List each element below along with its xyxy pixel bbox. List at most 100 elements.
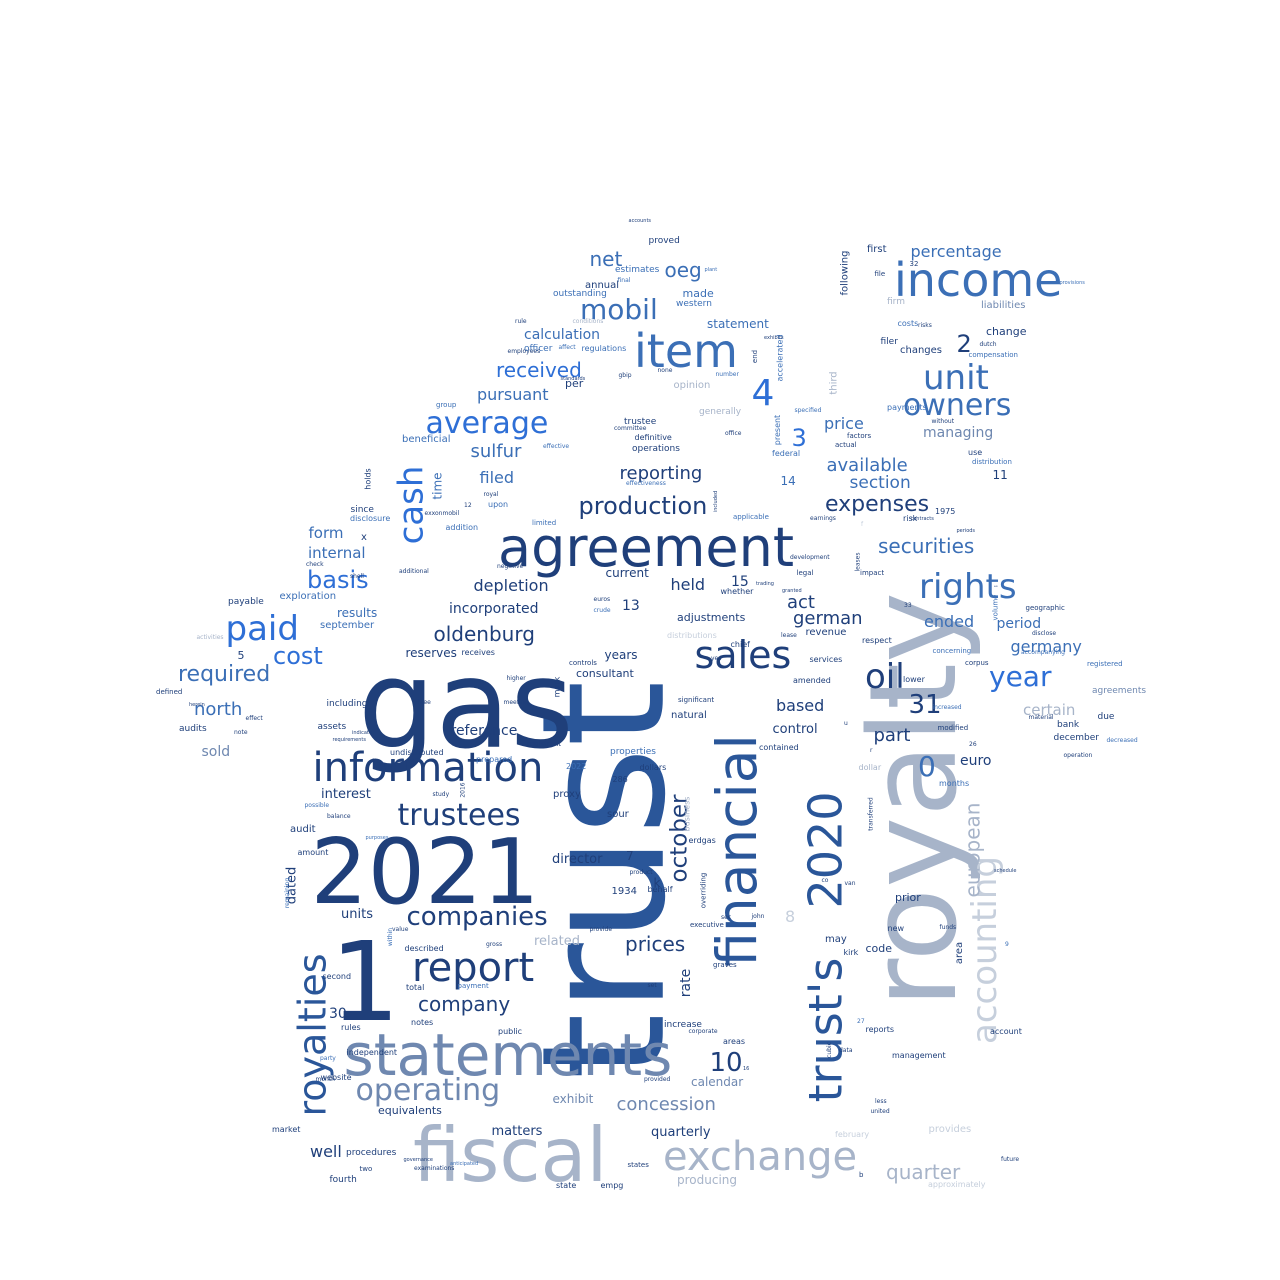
cloud-word: development: [790, 554, 830, 561]
cloud-word: crude: [593, 607, 611, 614]
cloud-word: website: [320, 1073, 352, 1082]
cloud-word: prior: [895, 890, 921, 904]
cloud-word: cost: [273, 642, 323, 670]
cloud-word: exchange: [663, 1134, 858, 1180]
cloud-word: reports: [865, 1025, 895, 1034]
cloud-word: rate: [678, 968, 695, 998]
cloud-word: oil: [865, 657, 905, 697]
cloud-word: director: [552, 851, 603, 867]
cloud-word: accelerated: [775, 334, 785, 382]
cloud-word: number: [715, 371, 739, 378]
cloud-word: 1: [330, 918, 400, 1046]
cloud-word: related: [534, 933, 580, 949]
cloud-word: may: [825, 934, 847, 945]
cloud-word: requirements: [332, 736, 366, 743]
cloud-word: 11: [992, 468, 1008, 482]
cloud-word: note: [234, 729, 248, 736]
cloud-word: exhibit: [552, 1092, 594, 1106]
cloud-word: 4: [751, 373, 775, 414]
cloud-word: 2020: [798, 791, 853, 909]
cloud-word: fiscal: [413, 1110, 608, 1199]
cloud-word: audits: [179, 723, 207, 734]
cloud-word: trustees: [397, 798, 521, 833]
cloud-word: provided: [644, 1076, 671, 1083]
cloud-word: part: [873, 725, 911, 746]
cloud-word: market: [272, 1125, 301, 1134]
cloud-word: office: [725, 430, 742, 437]
cloud-word: western: [676, 298, 712, 309]
cloud-word: two: [359, 1164, 373, 1173]
cloud-word: provide: [589, 926, 613, 933]
cloud-word: ended: [924, 612, 975, 631]
cloud-word: code: [865, 941, 893, 955]
cloud-word: incorporated: [449, 601, 539, 617]
cloud-word: final: [617, 277, 631, 284]
cloud-word: february: [835, 1130, 870, 1139]
cloud-word: k: [653, 876, 661, 890]
cloud-word: first: [867, 244, 887, 255]
cloud-word: income: [894, 253, 1063, 307]
cloud-word: purposes: [365, 834, 389, 841]
cloud-word: gbip: [618, 372, 632, 379]
cloud-word: value: [392, 926, 409, 933]
cloud-word: activities: [196, 634, 224, 641]
cloud-word: required: [178, 662, 271, 687]
cloud-word: filed: [479, 468, 515, 487]
cloud-word: herein: [189, 701, 205, 708]
cloud-word: contained: [759, 743, 799, 752]
cloud-word: cubic: [825, 1042, 833, 1058]
cloud-word: dollar: [858, 763, 882, 772]
cloud-word: 2: [956, 330, 972, 358]
cloud-word: average: [425, 406, 549, 441]
cloud-word: due: [1097, 711, 1115, 722]
cloud-word: payable: [228, 596, 264, 607]
cloud-word: corpus: [965, 658, 989, 667]
cloud-word: percentage: [910, 242, 1002, 261]
cloud-word: 1975: [935, 507, 956, 516]
cloud-word: governance: [403, 1156, 433, 1163]
cloud-word: control: [772, 721, 818, 737]
cloud-word: specified: [794, 407, 822, 414]
cloud-word: volume: [991, 594, 1000, 620]
cloud-word: john: [751, 913, 765, 920]
cloud-word: 26: [969, 741, 977, 748]
cloud-word: described: [404, 944, 444, 953]
cloud-word: additional: [399, 568, 429, 575]
cloud-word: oldenburg: [433, 622, 535, 646]
cloud-word: 27: [857, 1018, 865, 1025]
cloud-word: paid: [225, 609, 299, 649]
cloud-word: amended: [793, 676, 831, 685]
cloud-word: firm: [887, 296, 905, 307]
cloud-word: definitive: [634, 433, 672, 442]
cloud-word: lease: [781, 632, 797, 639]
cloud-word: none: [657, 367, 673, 374]
cloud-word: expenses: [825, 492, 930, 517]
cloud-word: agreement: [498, 516, 795, 579]
cloud-word: natural: [671, 710, 707, 721]
cloud-word: regulations: [581, 344, 627, 353]
cloud-word: sold: [201, 744, 231, 760]
cloud-word: addition: [445, 523, 479, 532]
cloud-word: september: [320, 620, 375, 631]
cloud-word: study: [432, 791, 450, 798]
cloud-word: effectiveness: [626, 480, 666, 487]
cloud-word: leases: [853, 552, 861, 572]
cloud-word: operating: [355, 1073, 501, 1108]
cloud-word: exhibits: [764, 334, 784, 341]
cloud-word: germany: [1010, 637, 1082, 656]
cloud-word: holds: [363, 468, 373, 490]
cloud-word: funds: [939, 924, 957, 931]
cloud-word: 9: [1005, 941, 1009, 948]
cloud-word: managing: [923, 425, 994, 441]
cloud-word: decreased: [1106, 737, 1138, 744]
cloud-word: second: [322, 972, 352, 981]
cloud-word: oeg: [664, 258, 702, 282]
cloud-word: results: [337, 606, 378, 620]
cloud-word: accounts: [628, 217, 652, 224]
cloud-word: costs: [897, 319, 919, 328]
cloud-word: schedule: [994, 867, 1017, 874]
cloud-word: royal: [483, 491, 499, 498]
cloud-word: 13: [622, 598, 640, 614]
cloud-word: actual: [835, 440, 857, 449]
cloud-word: graves: [713, 960, 737, 969]
